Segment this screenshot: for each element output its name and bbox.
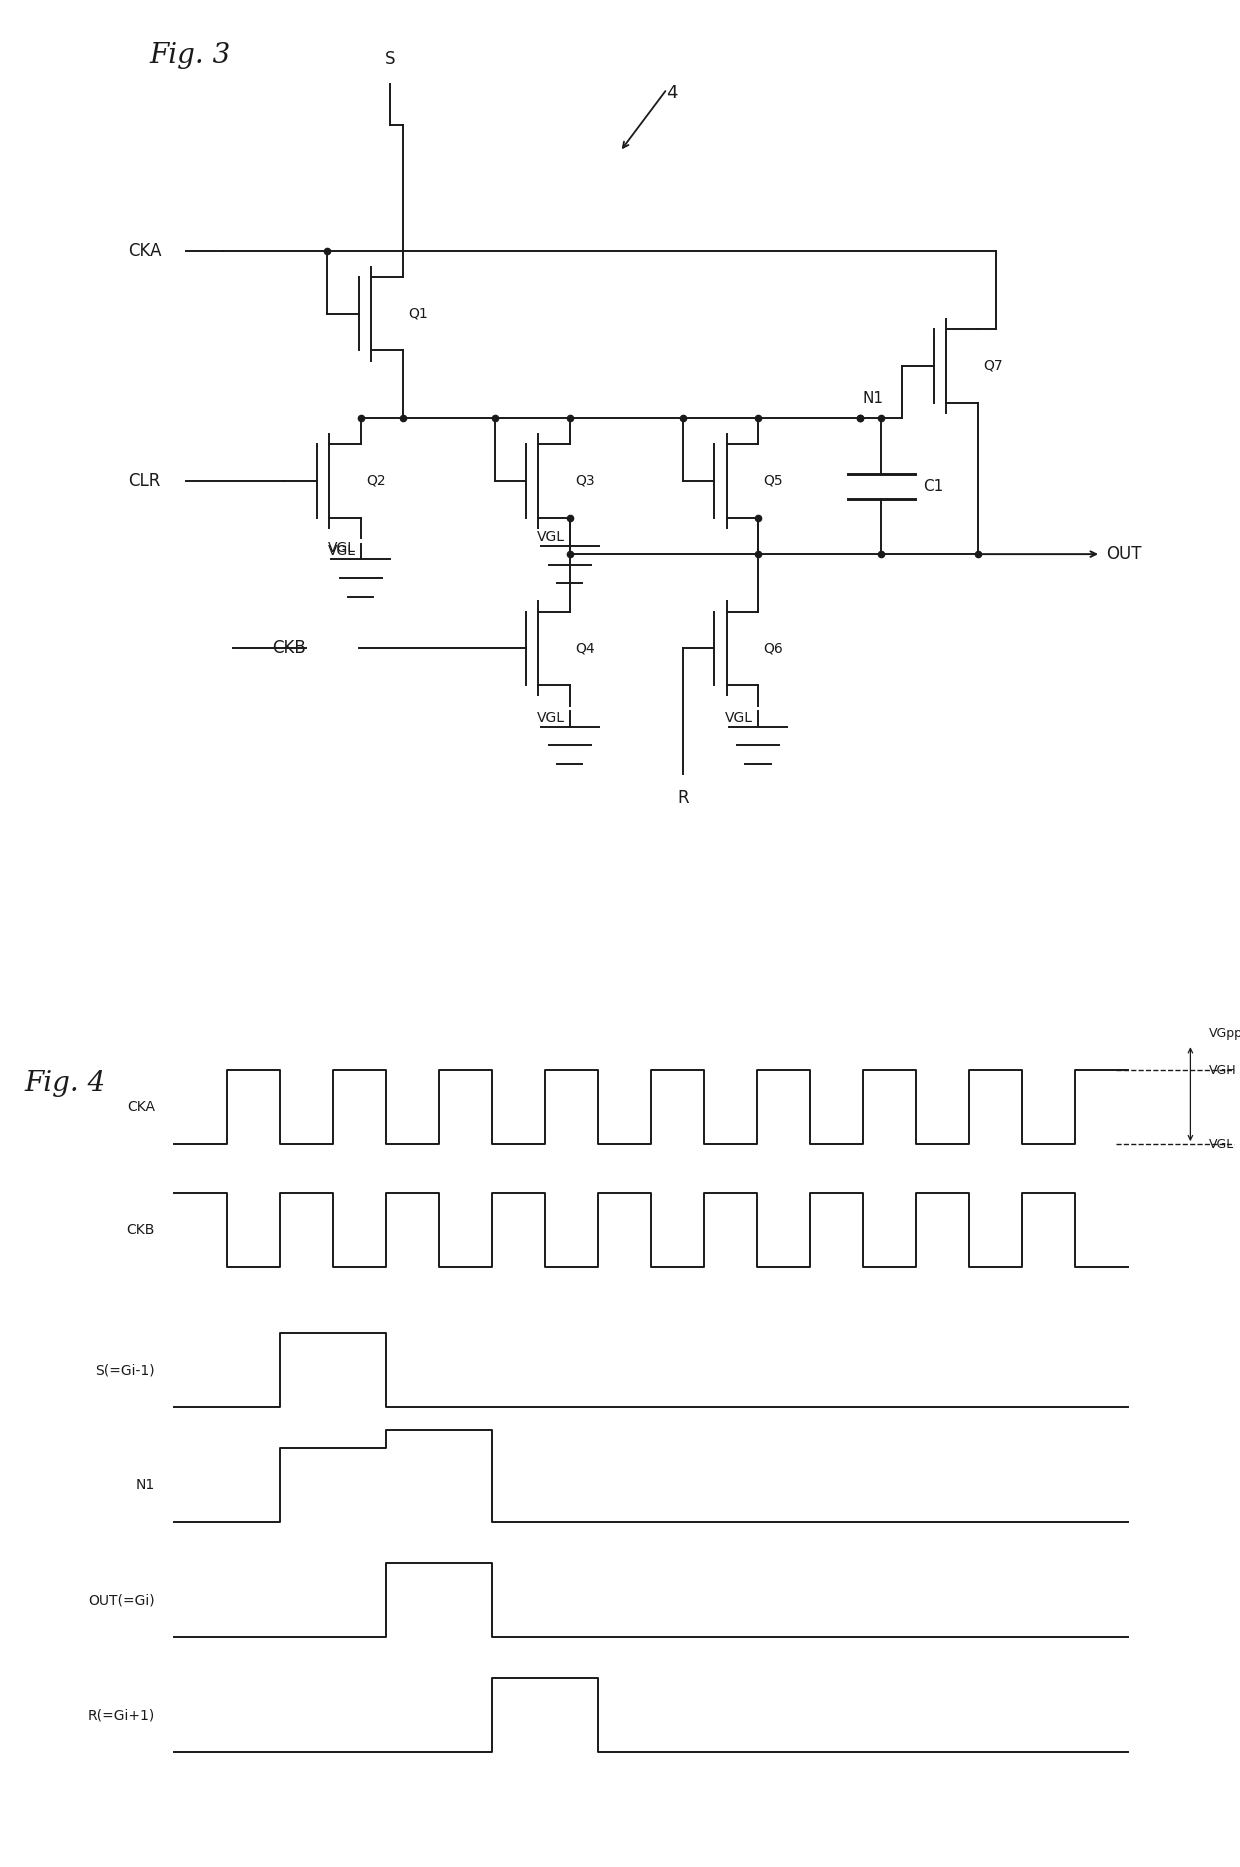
Text: OUT(=Gi): OUT(=Gi) bbox=[88, 1593, 155, 1607]
Text: CKB: CKB bbox=[273, 639, 306, 657]
Text: Q4: Q4 bbox=[575, 640, 595, 655]
Text: VGL: VGL bbox=[327, 541, 356, 554]
Text: C1: C1 bbox=[924, 478, 944, 493]
Text: N1: N1 bbox=[863, 390, 884, 405]
Text: CKA: CKA bbox=[126, 1100, 155, 1115]
Text: VGL: VGL bbox=[537, 530, 564, 543]
Text: S(=Gi-1): S(=Gi-1) bbox=[95, 1363, 155, 1378]
Text: R: R bbox=[677, 790, 688, 807]
Text: VGL: VGL bbox=[327, 543, 356, 558]
Text: S: S bbox=[384, 50, 396, 67]
Text: CKA: CKA bbox=[129, 243, 162, 260]
Text: VGH: VGH bbox=[1209, 1064, 1236, 1077]
Text: N1: N1 bbox=[135, 1479, 155, 1492]
Text: VGpp: VGpp bbox=[1209, 1027, 1240, 1040]
Text: Q7: Q7 bbox=[983, 358, 1002, 373]
Text: R(=Gi+1): R(=Gi+1) bbox=[88, 1708, 155, 1721]
Text: Fig. 4: Fig. 4 bbox=[25, 1070, 107, 1098]
Text: VGL: VGL bbox=[725, 711, 753, 724]
Text: OUT: OUT bbox=[1106, 545, 1142, 564]
Text: Q3: Q3 bbox=[575, 474, 595, 487]
Text: Q5: Q5 bbox=[764, 474, 782, 487]
Text: 4: 4 bbox=[667, 84, 678, 101]
Text: Q2: Q2 bbox=[366, 474, 386, 487]
Text: Q1: Q1 bbox=[408, 306, 428, 321]
Text: VGL: VGL bbox=[537, 711, 564, 724]
Text: CKB: CKB bbox=[126, 1223, 155, 1238]
Text: Fig. 3: Fig. 3 bbox=[150, 41, 231, 69]
Text: Q6: Q6 bbox=[764, 640, 782, 655]
Text: CLR: CLR bbox=[129, 472, 161, 489]
Text: VGL: VGL bbox=[1209, 1137, 1234, 1150]
